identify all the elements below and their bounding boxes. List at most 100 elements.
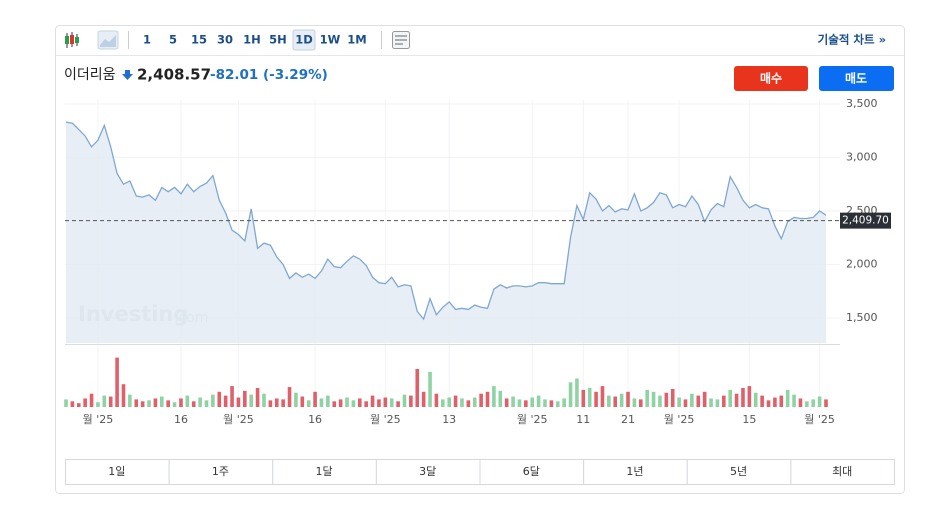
range-button[interactable] [583,459,688,485]
price-change: -82.01 (-3.29%) [210,67,328,83]
area-icon[interactable] [97,30,119,50]
interval-button[interactable]: 5H [269,33,287,47]
volume-bar [472,397,477,407]
interval-button[interactable]: 5 [169,33,177,47]
volume-bar [824,399,828,407]
layout-icon[interactable] [392,31,410,49]
x-tick-label: 21 [621,413,635,426]
volume-bar [389,398,394,407]
y-tick-label: 2,000 [846,257,878,270]
volume-bar [460,398,464,407]
volume-bar [351,400,356,407]
volume-bar [249,394,254,407]
volume-bar [357,398,362,407]
last-price-box [840,212,891,229]
plot: Investing.com1,5002,0002,5003,0003,500월 … [64,97,891,426]
interval-button[interactable]: 1H [243,33,261,47]
sell-button[interactable] [819,66,894,91]
interval-button[interactable]: 1M [347,33,366,47]
range-button[interactable] [790,459,895,485]
x-tick-label: 16 [308,413,322,426]
range-button[interactable] [375,459,481,485]
volume-bar [108,396,113,407]
volume-bar [185,395,190,407]
volume-bar [89,393,94,407]
card [55,25,905,494]
volume-bar [702,391,707,407]
volume-bar [575,378,579,407]
interval-button[interactable]: 1W [320,33,341,47]
volume-bar [115,357,119,407]
buy-label[interactable]: 매수 [760,71,782,86]
volume-bar [734,393,739,407]
sell-label[interactable]: 매도 [845,71,867,86]
volume-bar [121,384,126,407]
volume-bar [447,397,451,407]
volume-bar [134,399,139,407]
technical-chart-link[interactable]: 기술적 차트 » [818,33,886,47]
volume-bar [236,397,241,407]
range-button[interactable] [479,459,585,485]
volume-bar [300,396,305,407]
volume-bar [453,395,458,407]
volume-bar [485,391,490,407]
volume-bar [677,397,681,407]
volume-bar [811,399,816,407]
volume-bar [690,393,694,407]
volume-bar [722,395,726,407]
volume-bar [102,395,107,407]
volume-bar [281,399,285,407]
volume-bar [562,398,566,407]
volume-bar [517,399,522,407]
volume-bar [753,392,758,407]
volume-bar [683,399,688,407]
x-tick-label: 월 '25 [370,413,401,426]
range-button[interactable] [686,459,792,485]
range-label[interactable]: 3달 [419,465,436,478]
volume-bar [511,396,515,407]
volume-bar [230,386,234,407]
range-label[interactable]: 1년 [626,465,643,478]
volume-bar [383,397,388,407]
volume-bar [211,394,215,407]
volume-bar [670,388,675,407]
volume-bar [504,398,509,407]
interval-button[interactable]: 15 [191,33,207,47]
interval-button[interactable]: 1D [295,33,313,47]
range-label[interactable]: 6달 [523,465,540,478]
volume-bar [651,391,656,407]
range-label[interactable]: 1일 [108,464,125,478]
volume-bar [664,392,669,407]
volume-bar [204,400,209,407]
volume-bar [626,391,630,407]
volume-bar [243,390,247,407]
buy-button[interactable] [734,66,808,91]
volume-bar [223,395,228,407]
volume-bar [409,395,413,407]
volume-bar [255,388,260,407]
volume-bar [696,395,701,407]
candle-icon[interactable] [65,32,79,48]
range-label[interactable]: 최대 [832,465,852,478]
volume-bar [479,393,483,407]
volume-bar [198,397,202,407]
volume-bar [147,400,151,407]
volume-bar [600,386,605,407]
down-arrow [122,70,133,80]
volume-bar [377,399,381,407]
volume-bar [594,391,598,407]
interval-group: 1 5 15 30 1H 5H 1D 1W 1M [143,29,367,51]
interval-button[interactable]: 30 [217,33,233,47]
x-tick-label: 월 '25 [517,413,548,426]
volume-bar [607,395,611,407]
volume-bar [638,399,643,407]
y-tick-label: 3,500 [846,97,878,110]
range-label[interactable]: 5년 [730,465,747,478]
volume-bar [172,402,177,407]
volume-bar [498,390,503,407]
range-label[interactable]: 1주 [212,465,229,478]
range-label[interactable]: 1달 [316,465,333,478]
volume-bar [760,395,764,407]
x-tick-label: 월 '25 [223,413,254,426]
interval-button[interactable]: 1 [143,33,151,47]
